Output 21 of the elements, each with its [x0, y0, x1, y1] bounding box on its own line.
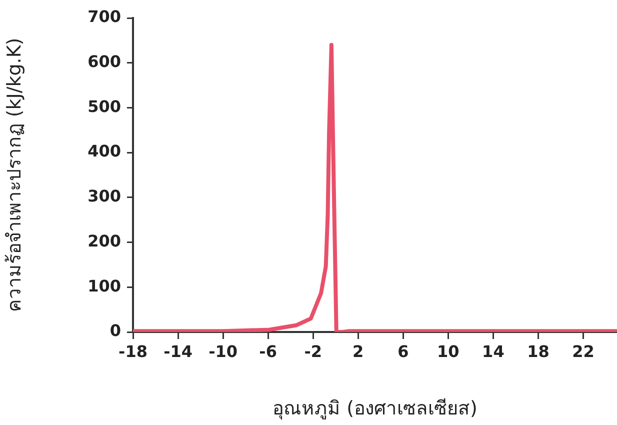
y-tick-label: 300: [88, 186, 121, 206]
y-tick-label: 600: [88, 52, 121, 72]
y-tick-label: 700: [88, 7, 121, 26]
y-axis-title: ความร้อจำเพาะปรากฏ (kJ/kg.K): [3, 38, 26, 312]
x-tick-label: -10: [208, 342, 238, 361]
y-tick-label: 100: [88, 276, 121, 296]
y-tick-label: 500: [88, 96, 121, 116]
x-tick-label: -2: [304, 342, 322, 361]
x-axis-title: อุณหภูมิ (องศาเซลเซียส): [272, 398, 478, 421]
x-tick-label: 10: [437, 342, 460, 361]
x-tick-label: 14: [482, 342, 504, 361]
y-tick-label: 200: [88, 231, 121, 250]
y-tick-label: 0: [110, 321, 121, 340]
x-tick-label: 2: [352, 342, 364, 361]
x-tick-label: 22: [572, 342, 594, 361]
x-tick-label: 6: [398, 342, 409, 361]
x-tick-label: 18: [527, 342, 550, 361]
x-tick-label: -18: [118, 342, 148, 361]
y-tick-label: 400: [88, 142, 121, 161]
x-tick-label: -14: [164, 342, 192, 361]
x-tick-label: -6: [259, 342, 277, 361]
